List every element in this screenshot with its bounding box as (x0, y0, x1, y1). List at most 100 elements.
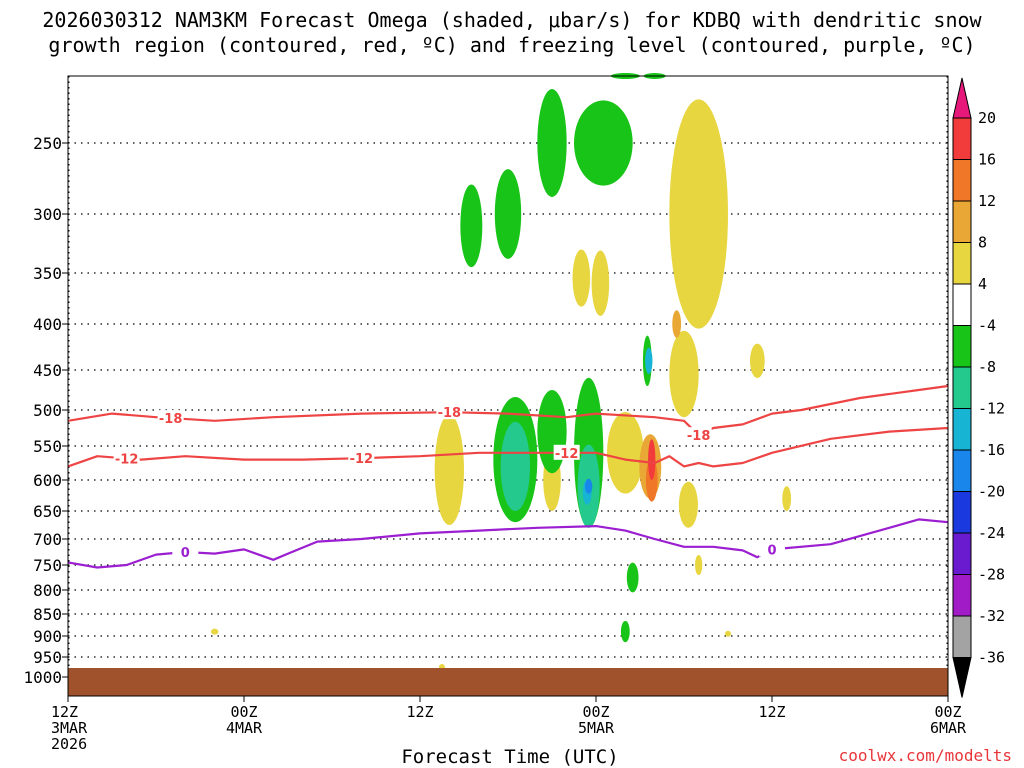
plot-area (68, 76, 948, 696)
colorbar-label-10: -24 (978, 524, 1005, 542)
omega-cell-16 (678, 481, 698, 528)
omega-cell-9 (572, 249, 591, 307)
omega-cell-30 (645, 347, 653, 374)
omega-cell-15 (607, 411, 644, 494)
contour-dgz-minus12 (67, 426, 949, 468)
chart-title-line1: 2026030312 NAM3KM Forecast Omega (shaded… (42, 8, 982, 32)
omega-cell-12 (782, 486, 792, 511)
x-tick-date-5: 6MAR (930, 719, 967, 737)
colorbar-label-2: 12 (978, 192, 996, 210)
y-tick-label-350: 350 (33, 264, 62, 283)
omega-cell-17 (695, 555, 703, 575)
colorbar-label-7: -12 (978, 400, 1005, 418)
colorbar-bin-5 (952, 283, 972, 326)
temperature-contours: -18 -18 -18 -12 -12 -12 0 0 (67, 384, 949, 569)
colorbar-bin-2 (952, 159, 972, 202)
omega-cell-24 (620, 620, 630, 643)
contour-label-bg-dgz-minus18-2 (685, 427, 712, 443)
colorbar-label-12: -32 (978, 607, 1005, 625)
contour-label-dgz-minus12-1: -12 (350, 452, 374, 467)
x-tick-time-5: 00Z (934, 703, 961, 721)
y-tick-label-950: 950 (33, 648, 62, 667)
contour-label-bg-dgz-minus18-0 (157, 410, 184, 426)
contour-label-bg-dgz-minus12-2 (553, 444, 580, 460)
ground-fill (68, 668, 948, 696)
y-tick-label-750: 750 (33, 556, 62, 575)
y-tick-label-700: 700 (33, 530, 62, 549)
colorbar-bin-4 (952, 242, 972, 285)
colorbar-bin-bottom (952, 657, 972, 698)
omega-cell-0 (537, 89, 567, 197)
colorbar-label-13: -36 (978, 649, 1005, 667)
plot-border (67, 75, 949, 697)
contour-label-bg-freezing-level-0C-1 (759, 541, 785, 557)
colorbar-bin-11 (952, 532, 972, 575)
colorbar-bin-top (952, 77, 972, 119)
omega-cell-18 (211, 628, 219, 635)
colorbar-label-0: 20 (978, 109, 996, 127)
omega-cell-20 (725, 630, 731, 637)
colorbar-label-11: -28 (978, 566, 1005, 584)
y-tick-label-1000: 1000 (23, 668, 62, 687)
y-tick-label-500: 500 (33, 401, 62, 420)
contour-label-dgz-minus18-2: -18 (687, 429, 711, 444)
y-tick-label-300: 300 (33, 205, 62, 224)
colorbar-bin-13 (952, 615, 972, 658)
y-tick-label-800: 800 (33, 581, 62, 600)
y-tick-label-250: 250 (33, 134, 62, 153)
x-tick-year-0: 2026 (51, 735, 87, 753)
colorbar-label-4: 4 (978, 275, 987, 293)
colorbar-bin-7 (952, 366, 972, 409)
omega-cell-3 (460, 184, 483, 268)
colorbar-label-3: 8 (978, 234, 987, 252)
omega-cell-35 (672, 310, 682, 338)
contour-label-dgz-minus18-0: -18 (159, 412, 183, 427)
x-tick-time-1: 00Z (230, 703, 257, 721)
colorbar-bin-8 (952, 408, 972, 451)
omega-cell-1 (574, 100, 633, 186)
contour-label-bg-dgz-minus12-0 (113, 450, 140, 466)
colorbar-bin-6 (952, 325, 972, 368)
x-tick-time-3: 00Z (582, 703, 609, 721)
omega-cell-10 (591, 250, 610, 316)
omega-cell-7 (669, 99, 729, 329)
y-tick-label-450: 450 (33, 361, 62, 380)
colorbar-label-1: 16 (978, 151, 996, 169)
omega-cell-13 (434, 414, 465, 525)
contour-label-dgz-minus12-0: -12 (115, 452, 139, 467)
omega-cell-31 (585, 478, 593, 494)
omega-cell-34 (648, 439, 656, 480)
colorbar-label-5: -4 (978, 317, 996, 335)
colorbar-label-9: -20 (978, 483, 1005, 501)
chart-title-line2: growth region (contoured, red, ºC) and f… (48, 33, 975, 57)
y-tick-label-850: 850 (33, 605, 62, 624)
y-axis-ticks: 250 300 350 400 450 500 550 600 650 700 750 800 850 9… (23, 134, 68, 687)
colorbar-bin-9 (952, 449, 972, 492)
contour-label-dgz-minus12-2: -12 (555, 447, 579, 462)
x-axis-label: Forecast Time (UTC) (401, 746, 618, 768)
credit-text[interactable]: coolwx.com/modelts (839, 746, 1012, 765)
contour-label-freezing-level-0C-0: 0 (181, 546, 190, 561)
omega-cell-25 (626, 562, 639, 593)
x-tick-time-4: 12Z (758, 703, 785, 721)
contour-label-bg-freezing-level-0C-0 (172, 544, 199, 559)
y-tick-label-400: 400 (33, 315, 62, 334)
colorbar-label-8: -16 (978, 441, 1005, 459)
colorbar-bin-3 (952, 200, 972, 243)
x-tick-time-0: 12Z (51, 703, 78, 721)
ground-surface (68, 668, 948, 696)
contour-dgz-minus18 (67, 384, 949, 437)
colorbar-label-6: -8 (978, 358, 996, 376)
colorbar-bin-10 (952, 491, 972, 534)
y-tick-label-900: 900 (33, 627, 62, 646)
omega-cell-8 (669, 330, 699, 418)
x-tick-date-0: 3MAR (51, 719, 88, 737)
omega-cell-27 (500, 421, 530, 511)
colorbar-bin-12 (952, 574, 972, 617)
y-tick-label-550: 550 (33, 437, 62, 456)
x-tick-date-1: 4MAR (226, 719, 263, 737)
x-tick-date-3: 5MAR (578, 719, 615, 737)
contour-label-bg-dgz-minus12-1 (348, 450, 375, 466)
colorbar-bin-1 (952, 117, 972, 160)
